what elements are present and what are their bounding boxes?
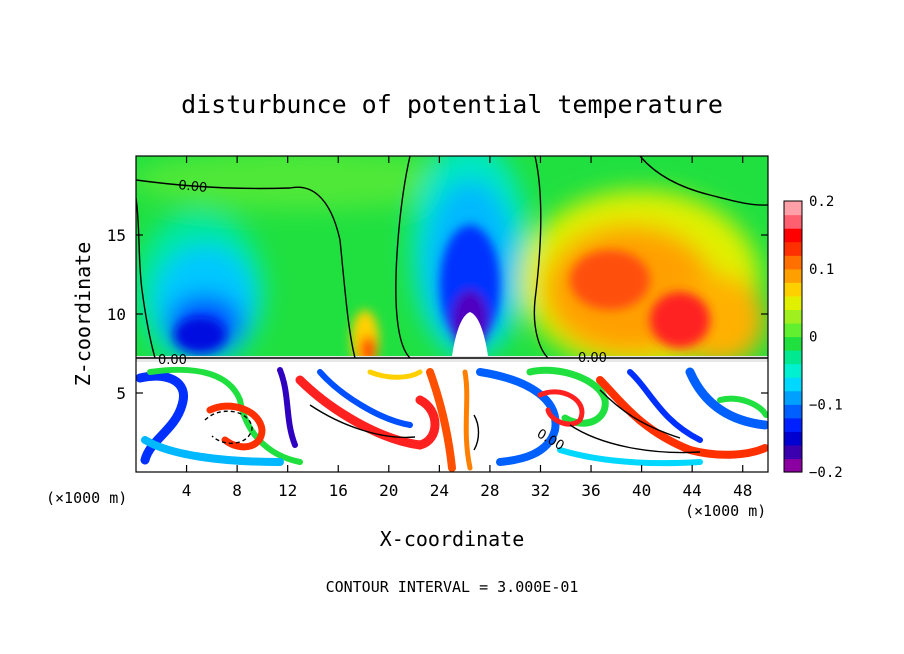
eddy-10: [476, 368, 560, 466]
eddy-11: [526, 366, 609, 427]
colorbar-swatch: [784, 458, 802, 473]
right-warm-max: [650, 292, 710, 348]
x-tick-label: 48: [733, 481, 752, 500]
colorbar-swatch: [784, 404, 802, 419]
y-axis-label: Z-coordinate: [71, 242, 95, 387]
eddy-3: [141, 436, 284, 466]
x-tick-label: 28: [480, 481, 499, 500]
lower-contour-2: [309, 404, 416, 439]
eddy-6: [295, 375, 440, 450]
contour-label: 0.00: [578, 351, 607, 366]
x-unit-right: (×1000 m): [685, 502, 766, 520]
colorbar-tick-label: 0: [809, 330, 817, 346]
eddy-17: [557, 447, 703, 467]
upper-green-band: [136, 156, 470, 210]
eddy-2: [147, 366, 303, 465]
colorbar-swatch: [784, 228, 802, 243]
x-unit-left: (×1000 m): [46, 489, 127, 507]
colorbar-swatch: [784, 255, 802, 270]
lower-contour-4: [599, 389, 681, 439]
colorbar-ticks: 0.2 0.1 0 −0.1 −0.2: [809, 194, 843, 481]
contour-interval-footer: CONTOUR INTERVAL = 3.000E-01: [326, 578, 579, 596]
x-axis-label: X-coordinate: [380, 527, 525, 551]
colorbar-swatch: [784, 322, 802, 338]
right-warm-core: [570, 250, 650, 310]
y-axis: 5 10 15: [107, 226, 768, 403]
x-tick-label: 44: [683, 481, 702, 500]
eddy-5: [277, 367, 298, 448]
colorbar-tick-label: 0.1: [809, 262, 834, 278]
colorbar-tick-label: −0.1: [809, 397, 843, 413]
colorbar-frame: [783, 200, 803, 473]
plot-field: 0.00 0.00 0.00 0.00: [136, 156, 768, 472]
colorbar-swatch: [784, 309, 802, 324]
colorbar-swatch: [784, 390, 802, 405]
zero-contour-right: [533, 156, 549, 359]
y-tick-label: 5: [116, 384, 126, 403]
zero-contour-top-right: [639, 156, 768, 206]
colorbar-swatch: [784, 268, 802, 283]
eddy-15: [685, 367, 768, 430]
colorbar-swatch: [784, 201, 802, 216]
y-tick-label: 15: [107, 226, 126, 245]
lower-contour-3: [569, 424, 701, 454]
colorbar-swatch: [784, 282, 802, 297]
x-tick-label: 40: [632, 481, 651, 500]
colorbar-swatch: [784, 241, 802, 256]
x-axis: 4 8 12 16 20 24 28 32 36 40 44 48: [182, 156, 752, 500]
cold-core-white: [452, 312, 488, 356]
lower-contour-5: [473, 414, 480, 451]
eddy-16: [717, 395, 768, 418]
colorbar-swatch: [784, 363, 802, 378]
x-tick-label: 24: [430, 481, 449, 500]
colorbar-swatch: [784, 444, 802, 460]
zero-contour-left: [136, 197, 156, 359]
eddy-13: [596, 376, 768, 459]
lower-contour-1: [204, 410, 253, 444]
colorbar: [783, 200, 803, 473]
eddy-7: [317, 369, 413, 428]
chart-title: disturbunce of potential temperature: [181, 90, 723, 119]
contour-label: 0.00: [158, 353, 187, 368]
inversion-band: [136, 356, 768, 362]
colorbar-tick-label: 0.2: [809, 194, 834, 210]
x-tick-label: 20: [379, 481, 398, 500]
y-tick-label: 10: [107, 305, 126, 324]
colorbar-swatch: [784, 295, 802, 310]
colorbar-swatch: [784, 336, 802, 351]
eddy-18: [367, 369, 423, 380]
x-tick-label: 32: [531, 481, 550, 500]
x-tick-label: 36: [581, 481, 600, 500]
zero-contour-top: [136, 179, 356, 359]
contour-label: 0.00: [178, 178, 208, 196]
eddy-8: [426, 368, 456, 472]
colorbar-swatch: [784, 377, 802, 392]
eddy-4: [206, 402, 266, 451]
x-tick-label: 8: [232, 481, 242, 500]
colorbar-swatch: [784, 350, 802, 365]
colorbar-swatch: [784, 431, 802, 446]
eddy-14: [627, 369, 703, 443]
eddy-9: [462, 369, 473, 471]
zero-contour-mid: [395, 156, 411, 359]
colorbar-swatch: [784, 214, 802, 229]
colorbar-tick-label: −0.2: [809, 465, 843, 481]
colorbar-swatch: [784, 417, 802, 432]
x-tick-label: 12: [278, 481, 297, 500]
left-cold-center: [174, 317, 226, 353]
x-tick-label: 4: [182, 481, 192, 500]
eddy-12: [537, 389, 585, 427]
x-tick-label: 16: [329, 481, 348, 500]
